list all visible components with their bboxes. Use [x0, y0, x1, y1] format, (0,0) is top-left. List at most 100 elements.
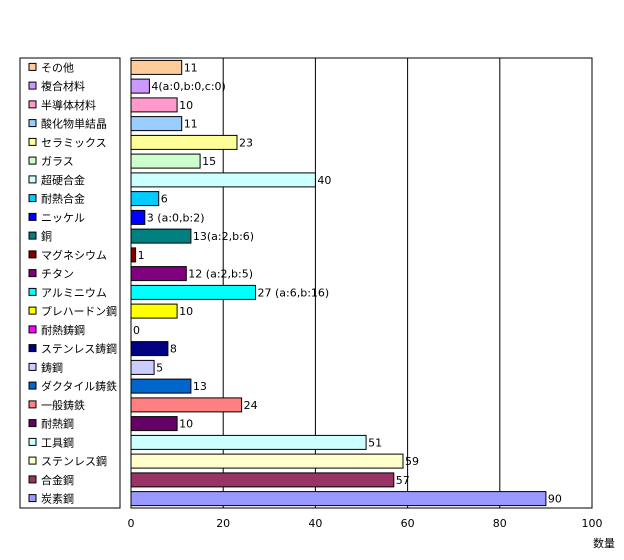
- legend-swatch: [28, 100, 37, 109]
- data-label: 1: [138, 249, 145, 262]
- bar: [130, 303, 178, 319]
- legend-swatch: [28, 287, 37, 296]
- legend-label: プレハードン鋼: [41, 304, 117, 318]
- bar: [130, 491, 547, 507]
- legend-label: チタン: [41, 268, 74, 281]
- bar: [130, 172, 316, 188]
- bar: [130, 191, 160, 207]
- legend-label: 鋳鋼: [41, 360, 63, 374]
- legend-swatch: [28, 362, 37, 371]
- data-label: 40: [317, 174, 331, 187]
- legend-swatch: [28, 381, 37, 390]
- data-label: 24: [244, 399, 258, 412]
- data-label: 0: [133, 324, 140, 337]
- data-label: 59: [405, 455, 419, 468]
- legend-swatch: [28, 269, 37, 278]
- x-tick-label: 20: [216, 517, 230, 530]
- data-label: 57: [396, 474, 410, 487]
- plot-frame: [130, 57, 593, 509]
- data-label: 10: [179, 305, 193, 318]
- bar: [130, 228, 192, 244]
- legend-label: 炭素鋼: [41, 492, 74, 506]
- data-label: 10: [179, 418, 193, 431]
- legend-label: 工具鋼: [41, 435, 74, 449]
- legend-label: アルミニウム: [41, 286, 107, 299]
- legend-label: その他: [41, 61, 74, 74]
- bar: [130, 116, 183, 132]
- x-axis: 0 20 40 60 80 100 数量: [128, 517, 616, 550]
- legend: その他複合材料半導体材料酸化物単結晶セラミックスガラス超硬合金耐熱合金ニッケル銅…: [19, 57, 121, 509]
- data-label: 5: [156, 361, 163, 374]
- data-label: 13(a:2,b:6): [193, 230, 254, 243]
- legend-swatch: [28, 437, 37, 446]
- legend-swatch: [28, 212, 37, 221]
- legend-label: 酸化物単結晶: [41, 117, 107, 131]
- legend-swatch: [28, 344, 37, 353]
- legend-box: [19, 57, 121, 509]
- x-tick-label: 80: [493, 517, 507, 530]
- x-tick-label: 60: [401, 517, 415, 530]
- legend-label: 耐熱合金: [41, 192, 85, 206]
- data-label: 13: [193, 380, 207, 393]
- legend-swatch: [28, 194, 37, 203]
- data-label: 11: [184, 118, 198, 131]
- bar: [130, 472, 395, 488]
- legend-swatch: [28, 250, 37, 259]
- legend-swatch: [28, 306, 37, 315]
- legend-label: ステンレス鋼: [41, 454, 107, 468]
- legend-label: ダクタイル鋳鉄: [41, 379, 117, 393]
- bar: [130, 266, 187, 282]
- bar: [130, 153, 201, 169]
- legend-swatch: [28, 231, 37, 240]
- legend-swatch: [28, 119, 37, 128]
- legend-swatch: [28, 494, 37, 503]
- legend-swatch: [28, 62, 37, 71]
- legend-label: ガラス: [41, 155, 74, 168]
- data-label: 4(a:0,b:0,c:0): [151, 80, 225, 93]
- data-label: 3 (a:0,b:2): [147, 211, 205, 224]
- bar: [130, 416, 178, 432]
- data-label: 6: [161, 193, 168, 206]
- x-tick-label: 0: [128, 517, 135, 530]
- x-axis-label: 数量: [593, 537, 615, 550]
- data-label: 12 (a:2,b:5): [188, 268, 253, 281]
- legend-label: 複合材料: [41, 79, 85, 93]
- data-label: 27 (a:6,b:16): [258, 286, 330, 299]
- bar: [130, 434, 367, 450]
- legend-swatch: [28, 325, 37, 334]
- legend-label: セラミックス: [41, 136, 107, 149]
- bar: [130, 397, 243, 413]
- legend-swatch: [28, 156, 37, 165]
- x-tick-label: 100: [582, 517, 603, 530]
- legend-label: 合金鋼: [41, 473, 74, 487]
- data-label: 10: [179, 99, 193, 112]
- legend-label: マグネシウム: [41, 248, 107, 262]
- bar: [130, 284, 256, 300]
- legend-swatch: [28, 137, 37, 146]
- legend-label: 一般鋳鉄: [41, 398, 85, 412]
- bar: [130, 97, 178, 113]
- legend-swatch: [28, 475, 37, 484]
- data-label: 51: [368, 436, 382, 449]
- x-tick-label: 40: [308, 517, 322, 530]
- data-label: 8: [170, 343, 177, 356]
- bar: [130, 134, 238, 150]
- bar: [130, 341, 169, 357]
- bar: [130, 378, 192, 394]
- data-label: 23: [239, 136, 253, 149]
- data-label: 11: [184, 61, 198, 74]
- legend-label: 銅: [41, 229, 52, 243]
- bar: [130, 78, 150, 94]
- legend-swatch: [28, 81, 37, 90]
- legend-label: ニッケル: [41, 211, 85, 224]
- legend-label: 半導体材料: [41, 98, 96, 112]
- bar: [130, 59, 183, 75]
- bar: [130, 247, 137, 263]
- data-label: 15: [202, 155, 216, 168]
- bar: [130, 453, 404, 469]
- legend-label: ステンレス鋳鋼: [41, 342, 117, 356]
- data-label: 90: [548, 493, 562, 506]
- bar: [130, 359, 155, 375]
- bar: [130, 209, 146, 225]
